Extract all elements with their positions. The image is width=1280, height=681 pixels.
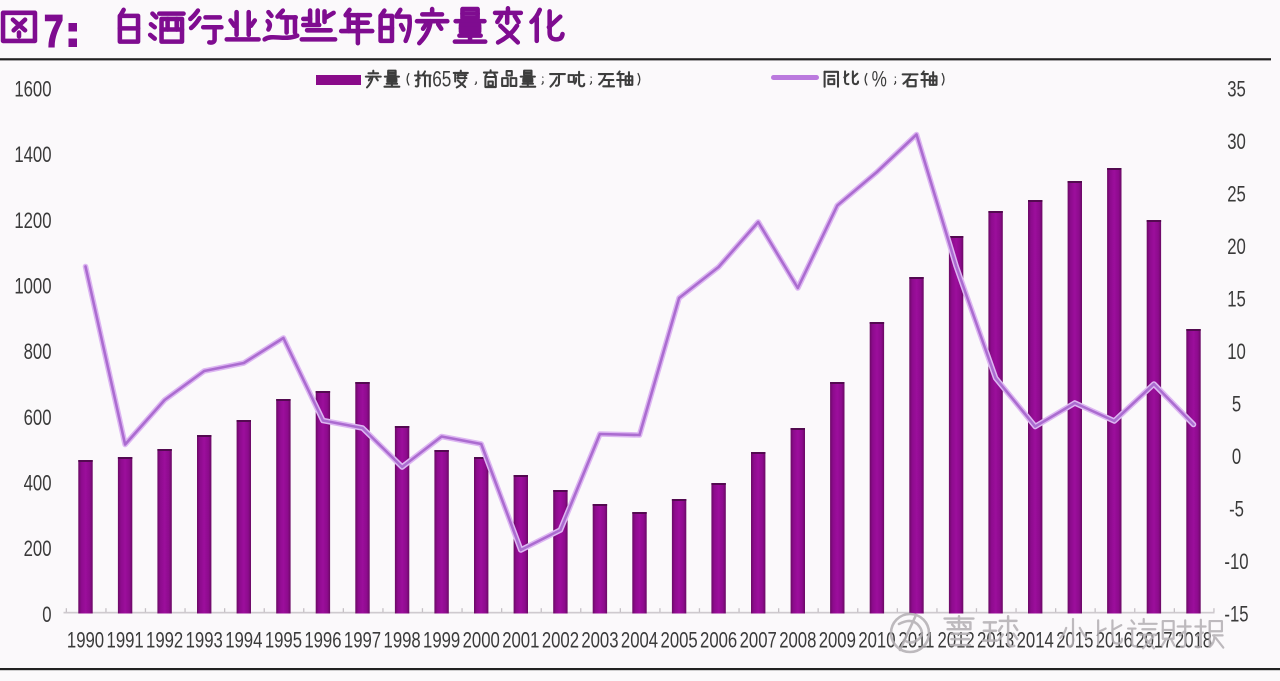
svg-text:800: 800 bbox=[24, 340, 52, 365]
svg-text:2015: 2015 bbox=[1056, 628, 1093, 653]
svg-text:2014: 2014 bbox=[1017, 628, 1054, 653]
svg-text:2012: 2012 bbox=[938, 628, 975, 653]
svg-text:-10: -10 bbox=[1224, 550, 1248, 575]
svg-text:2016: 2016 bbox=[1096, 628, 1133, 653]
svg-text:25: 25 bbox=[1227, 182, 1246, 207]
svg-text:1991: 1991 bbox=[107, 628, 144, 653]
svg-text:2000: 2000 bbox=[463, 628, 500, 653]
svg-text:2010: 2010 bbox=[858, 628, 895, 653]
svg-text:1200: 1200 bbox=[14, 209, 51, 234]
svg-text:2017: 2017 bbox=[1135, 628, 1172, 653]
svg-text:1400: 1400 bbox=[14, 143, 51, 168]
svg-text:2003: 2003 bbox=[581, 628, 618, 653]
svg-text:0: 0 bbox=[42, 603, 51, 628]
svg-text:2004: 2004 bbox=[621, 628, 658, 653]
svg-text:1992: 1992 bbox=[146, 628, 183, 653]
svg-text:1997: 1997 bbox=[344, 628, 381, 653]
svg-text:2007: 2007 bbox=[740, 628, 777, 653]
svg-text:2018: 2018 bbox=[1175, 628, 1212, 653]
svg-text:400: 400 bbox=[24, 471, 52, 496]
svg-text:1600: 1600 bbox=[14, 77, 51, 102]
svg-text:%: % bbox=[872, 67, 887, 92]
svg-text:2001: 2001 bbox=[502, 628, 539, 653]
svg-text:-5: -5 bbox=[1229, 497, 1244, 522]
svg-text:1996: 1996 bbox=[304, 628, 341, 653]
svg-text:-15: -15 bbox=[1224, 602, 1248, 627]
svg-text:35: 35 bbox=[1227, 77, 1246, 102]
svg-text:1000: 1000 bbox=[14, 274, 51, 299]
svg-text:5: 5 bbox=[1232, 392, 1241, 417]
svg-text:15: 15 bbox=[1227, 287, 1246, 312]
svg-text:600: 600 bbox=[24, 406, 52, 431]
svg-text:20: 20 bbox=[1227, 235, 1246, 260]
svg-text:10: 10 bbox=[1227, 340, 1246, 365]
svg-text:1994: 1994 bbox=[225, 628, 262, 653]
svg-text:65: 65 bbox=[432, 67, 451, 92]
svg-text:1995: 1995 bbox=[265, 628, 302, 653]
svg-text:2002: 2002 bbox=[542, 628, 579, 653]
svg-text:1999: 1999 bbox=[423, 628, 460, 653]
svg-text:1993: 1993 bbox=[186, 628, 223, 653]
svg-text:7: 7 bbox=[44, 5, 64, 56]
svg-text:2005: 2005 bbox=[661, 628, 698, 653]
svg-text:30: 30 bbox=[1227, 130, 1246, 155]
svg-text:1998: 1998 bbox=[384, 628, 421, 653]
svg-text:1990: 1990 bbox=[67, 628, 104, 653]
svg-text:200: 200 bbox=[24, 537, 52, 562]
svg-text:2009: 2009 bbox=[819, 628, 856, 653]
svg-text:2008: 2008 bbox=[779, 628, 816, 653]
svg-text:2006: 2006 bbox=[700, 628, 737, 653]
svg-text:0: 0 bbox=[1232, 445, 1241, 470]
